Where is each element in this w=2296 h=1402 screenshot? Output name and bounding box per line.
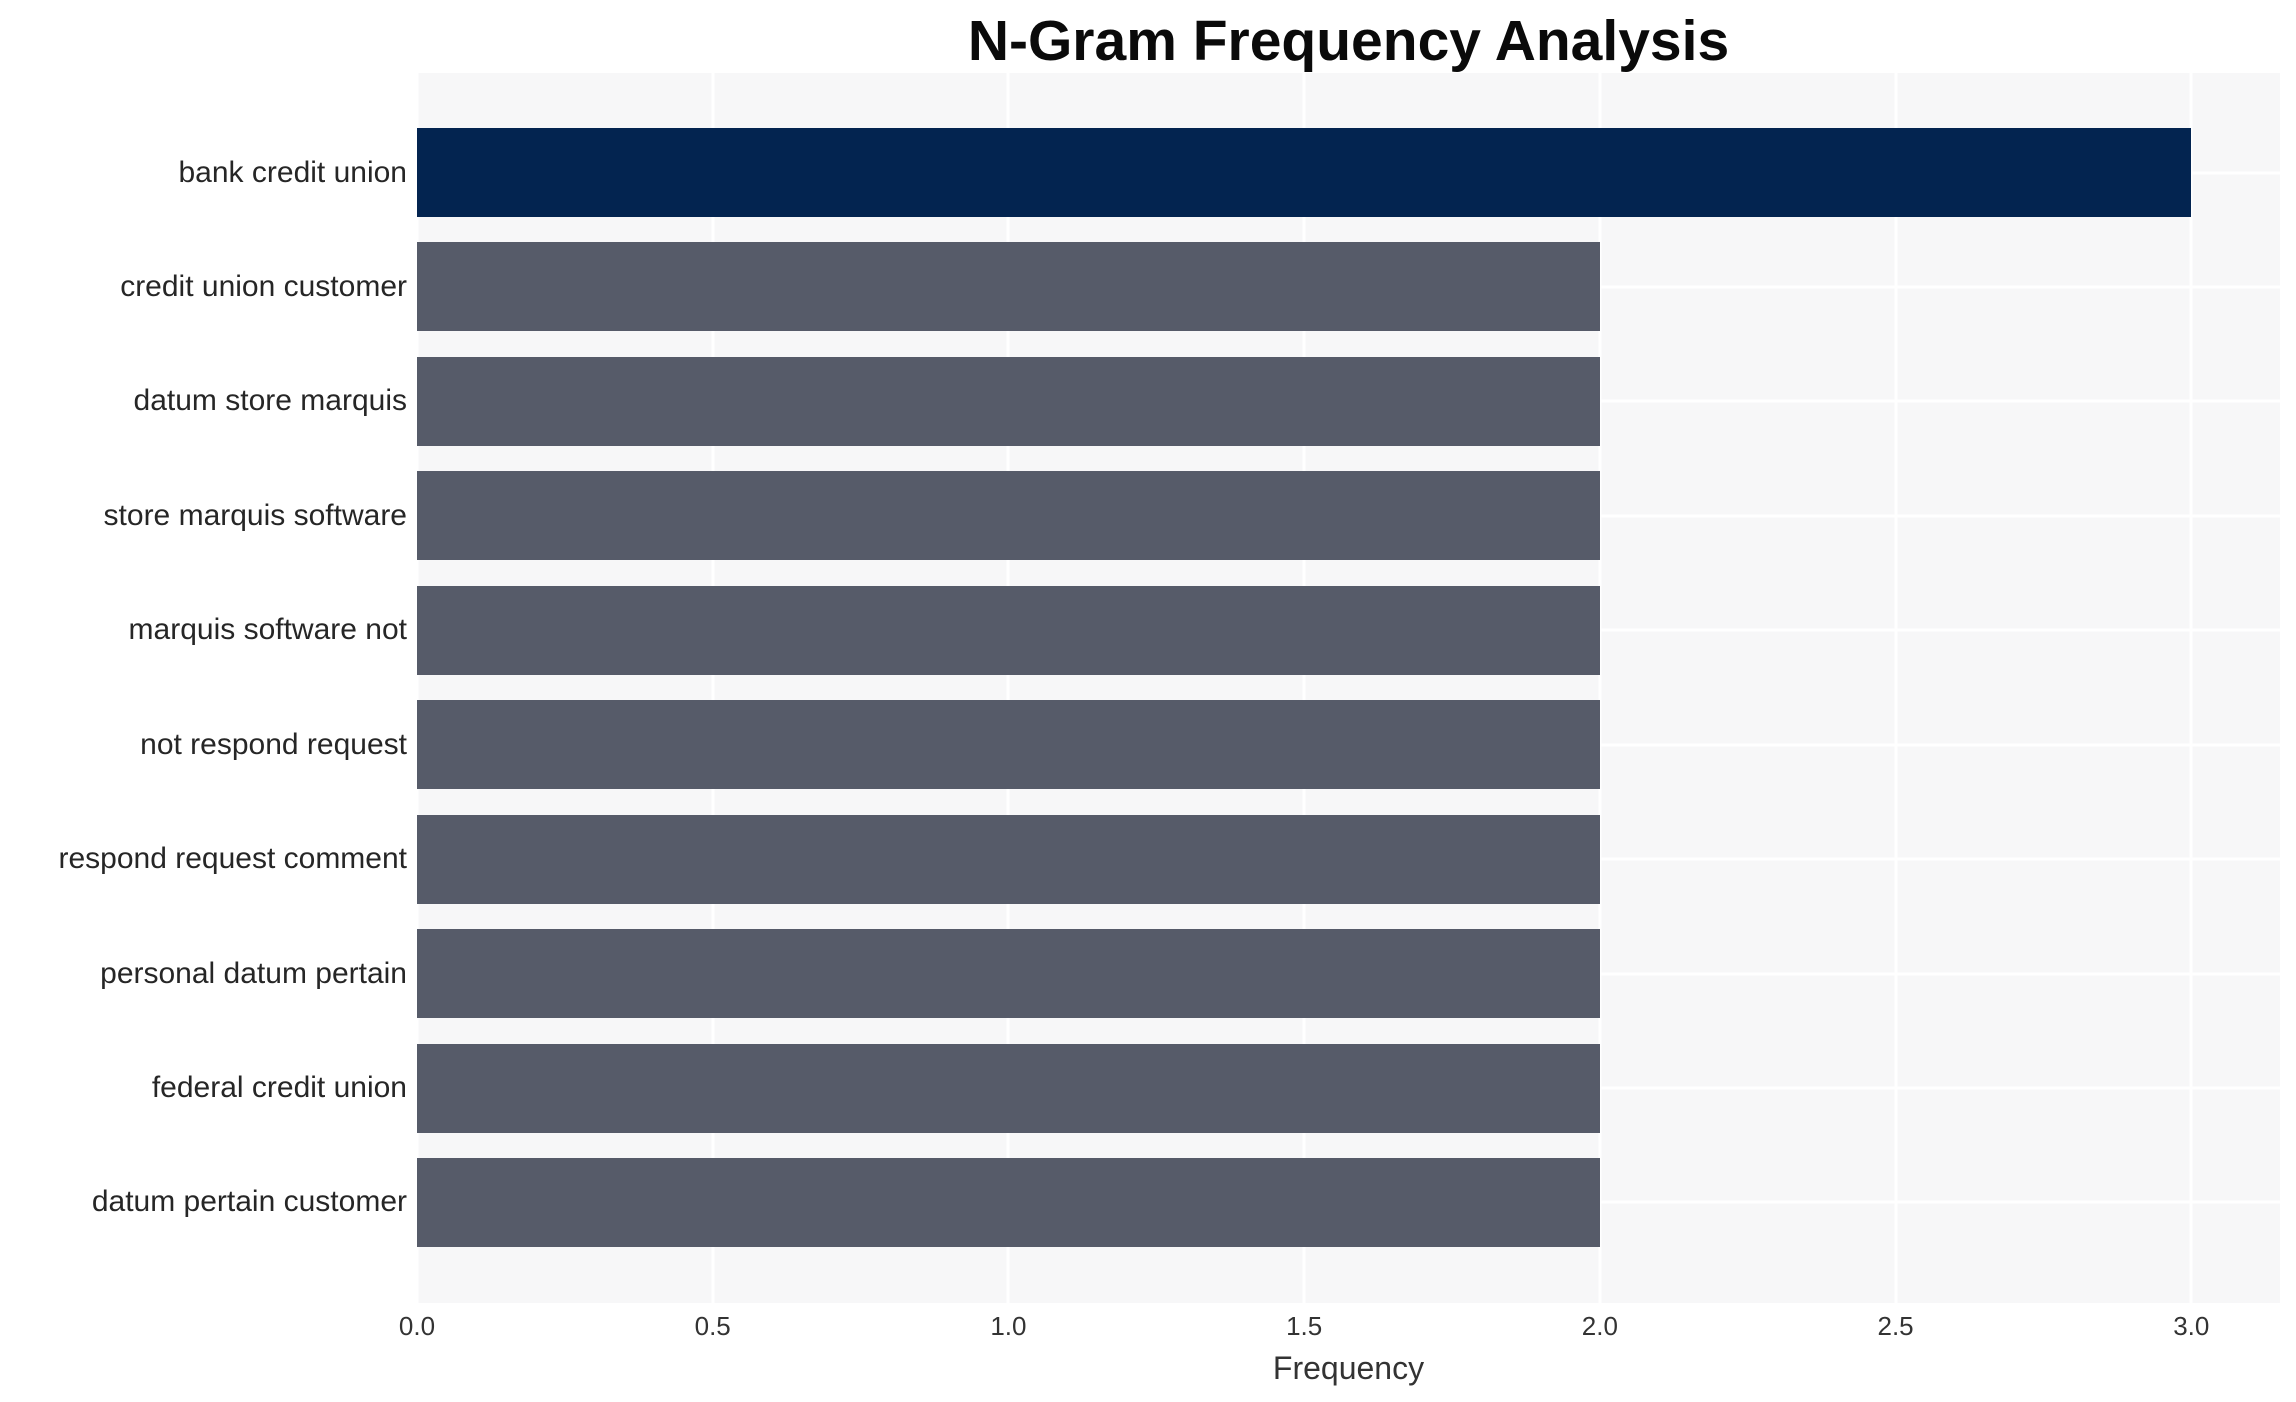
x-tick-label: 1.5 [1286, 1311, 1323, 1341]
bar-credit-union-customer [417, 242, 1600, 332]
y-category-label: bank credit union [178, 155, 408, 189]
bar-store-marquis-software [417, 471, 1600, 561]
gridline-vertical [711, 73, 715, 1303]
gridline-vertical [1598, 73, 1602, 1303]
x-tick-label: 2.5 [1877, 1311, 1914, 1341]
y-category-label: not respond request [140, 727, 407, 761]
plot-area [415, 73, 2280, 1303]
gridline-vertical [1302, 73, 1306, 1303]
y-category-label: credit union customer [120, 269, 407, 303]
x-axis-label: Frequency [1272, 1350, 1425, 1386]
x-tick-label: 0.0 [398, 1311, 436, 1341]
y-category-label: marquis software not [128, 613, 407, 647]
gridline-vertical [1006, 73, 1010, 1303]
y-category-label: datum pertain customer [91, 1185, 407, 1219]
x-tick-label: 1.0 [990, 1311, 1027, 1341]
x-tick-label: 2.0 [1581, 1311, 1618, 1341]
y-category-label: federal credit union [151, 1071, 407, 1105]
bar-respond-request-comment [417, 814, 1600, 904]
bar-datum-store-marquis [417, 356, 1600, 446]
bar-not-respond-request [417, 700, 1600, 790]
chart-title: N-Gram Frequency Analysis [967, 9, 1730, 73]
gridline-vertical [2189, 73, 2193, 1303]
bar-datum-pertain-customer [417, 1157, 1600, 1247]
bar-marquis-software-not [417, 585, 1600, 675]
y-category-label: store marquis software [103, 498, 407, 532]
bar-federal-credit-union [417, 1043, 1600, 1133]
gridline-vertical [415, 73, 419, 1303]
y-category-label: respond request comment [58, 842, 407, 876]
x-tick-label: 3.0 [2173, 1311, 2210, 1341]
gridline-vertical [1894, 73, 1898, 1303]
y-category-label: personal datum pertain [100, 956, 407, 990]
bar-personal-datum-pertain [417, 929, 1600, 1019]
bar-bank-credit-union [417, 128, 2192, 217]
x-tick-label: 0.5 [694, 1311, 731, 1341]
y-category-label: datum store marquis [133, 384, 407, 418]
